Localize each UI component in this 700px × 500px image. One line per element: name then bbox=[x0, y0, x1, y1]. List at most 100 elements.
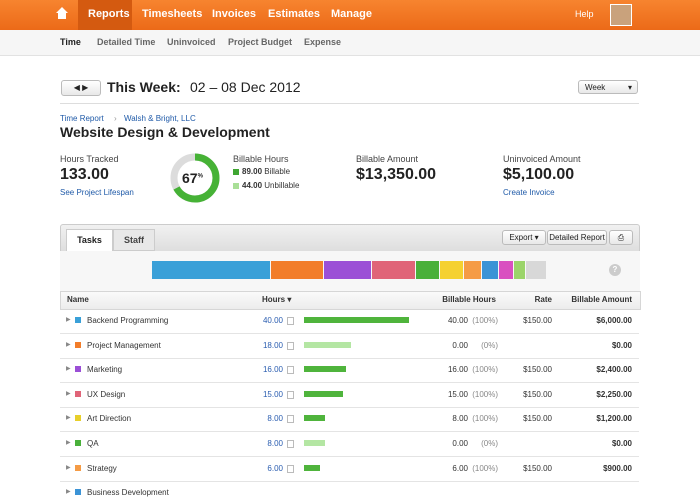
billable-amount: $0.00 bbox=[611, 439, 632, 448]
period-select[interactable]: Week ▾ bbox=[578, 80, 638, 94]
task-color bbox=[75, 317, 81, 323]
rate: $150.00 bbox=[523, 414, 552, 424]
detailed-report-button[interactable]: Detailed Report bbox=[547, 230, 607, 245]
donut-value: 67% bbox=[182, 170, 203, 186]
stat-value: $5,100.00 bbox=[503, 166, 575, 183]
stat-value: $13,350.00 bbox=[356, 166, 437, 183]
hours-icon bbox=[287, 341, 294, 350]
active-tab-bg bbox=[78, 0, 132, 30]
help-link[interactable]: Help bbox=[575, 9, 594, 19]
hours-bar bbox=[304, 415, 325, 422]
date-range: 02 – 08 Dec 2012 bbox=[190, 79, 301, 95]
task-name[interactable]: Backend Programming bbox=[87, 316, 169, 325]
task-color bbox=[75, 366, 81, 373]
col-header[interactable]: Billable Hours bbox=[442, 295, 496, 304]
project-title: Website Design & Development bbox=[60, 124, 270, 140]
stat-value: 133.00 bbox=[60, 166, 109, 183]
billable-hours: 0.00 bbox=[452, 340, 468, 350]
col-header[interactable]: Rate bbox=[534, 295, 552, 304]
breakdown-segment bbox=[324, 261, 371, 279]
task-name[interactable]: Business Development bbox=[87, 488, 169, 498]
expand-arrow[interactable]: ▶ bbox=[66, 440, 71, 446]
tab[interactable]: Staff bbox=[113, 229, 155, 251]
expand-arrow[interactable]: ▶ bbox=[66, 415, 71, 422]
task-name[interactable]: Strategy bbox=[87, 463, 117, 473]
expand-arrow[interactable]: ▶ bbox=[66, 366, 71, 373]
nav-item[interactable]: Invoices bbox=[212, 8, 257, 20]
col-header[interactable]: Name bbox=[67, 295, 89, 304]
hours[interactable]: 15.00 bbox=[262, 389, 283, 399]
export-button[interactable]: Export ▾ bbox=[502, 230, 546, 245]
expand-arrow[interactable]: ▶ bbox=[66, 341, 71, 348]
sub-nav-item[interactable]: Time bbox=[60, 37, 81, 47]
donut-arc bbox=[170, 153, 220, 203]
billable-amount: $2,400.00 bbox=[596, 365, 632, 375]
nav-item[interactable]: Estimates bbox=[268, 8, 320, 20]
hours[interactable]: 6.00 bbox=[267, 463, 283, 473]
billable-pct: (100%) bbox=[472, 389, 498, 399]
billable-amount: $900.00 bbox=[603, 463, 632, 473]
expand-arrow[interactable]: ▶ bbox=[66, 390, 71, 397]
sub-nav-item[interactable]: Expense bbox=[304, 37, 342, 47]
dropdown-arrow: ▾ bbox=[627, 83, 632, 92]
col-header[interactable]: Billable Amount bbox=[571, 295, 632, 304]
unbillable-hours: 44.00 bbox=[242, 181, 263, 190]
print-button[interactable]: ⎙ bbox=[609, 230, 633, 245]
billable-pct: (0%) bbox=[481, 340, 498, 350]
expand-arrow[interactable]: ▶ bbox=[66, 489, 71, 496]
expand-arrow[interactable]: ▶ bbox=[66, 464, 71, 471]
avatar[interactable] bbox=[610, 4, 632, 26]
billable-amount: $0.00 bbox=[611, 340, 632, 350]
breakdown-segment bbox=[463, 261, 481, 279]
breakdown-segment bbox=[481, 261, 499, 279]
prev-next-buttons[interactable]: ◀ ▶ bbox=[61, 80, 101, 96]
home-icon[interactable] bbox=[55, 6, 69, 20]
billable-hours: 89.00 bbox=[242, 167, 263, 176]
hours[interactable]: 18.00 bbox=[262, 340, 283, 350]
billable-pct: (100%) bbox=[472, 463, 498, 473]
hours-icon bbox=[287, 390, 294, 399]
col-header[interactable]: Hours ▾ bbox=[262, 295, 292, 304]
billable-hours: 8.00 bbox=[452, 414, 468, 424]
billable-pct: (100%) bbox=[472, 414, 498, 424]
row-divider bbox=[60, 382, 639, 384]
col-header-text: Hours bbox=[262, 295, 286, 304]
hours-icon bbox=[287, 464, 294, 473]
task-name[interactable]: UX Design bbox=[87, 389, 126, 399]
hours-bar bbox=[304, 464, 320, 471]
nav-item[interactable]: Manage bbox=[331, 8, 372, 20]
expand-arrow[interactable]: ▶ bbox=[66, 317, 71, 323]
divider bbox=[60, 103, 639, 104]
breadcrumb-link[interactable]: Time Report bbox=[60, 114, 104, 123]
table-header bbox=[60, 291, 641, 310]
billable-hours: 0.00 bbox=[452, 439, 468, 448]
hours[interactable]: 8.00 bbox=[267, 439, 283, 448]
hours-bar bbox=[304, 366, 346, 373]
billable-hours: 40.00 bbox=[447, 316, 468, 325]
task-name[interactable]: Project Management bbox=[87, 340, 161, 350]
nav-item[interactable]: Reports bbox=[88, 8, 130, 20]
hours-bar bbox=[304, 317, 409, 323]
tab-active[interactable]: Tasks bbox=[66, 229, 113, 252]
breadcrumb-link[interactable]: Walsh & Bright, LLC bbox=[124, 114, 196, 123]
lifespan-link[interactable]: See Project Lifespan bbox=[60, 188, 134, 197]
create-invoice-link[interactable]: Create Invoice bbox=[503, 188, 555, 197]
hours[interactable]: 40.00 bbox=[262, 316, 283, 325]
hours-icon bbox=[287, 415, 294, 424]
sub-nav-item[interactable]: Uninvoiced bbox=[167, 37, 216, 47]
task-name[interactable]: QA bbox=[87, 439, 99, 448]
help-icon[interactable]: ? bbox=[609, 264, 621, 276]
nav-item[interactable]: Timesheets bbox=[142, 8, 203, 20]
task-name[interactable]: Art Direction bbox=[87, 414, 132, 424]
sub-nav-item[interactable]: Project Budget bbox=[228, 37, 293, 47]
breakdown-segment bbox=[526, 261, 546, 279]
hours[interactable]: 16.00 bbox=[262, 365, 283, 375]
legend-swatch bbox=[233, 183, 239, 189]
task-name[interactable]: Marketing bbox=[87, 365, 123, 375]
home-glyph bbox=[56, 7, 68, 19]
billable-amount: $1,200.00 bbox=[596, 414, 632, 424]
sub-nav-item[interactable]: Detailed Time bbox=[97, 37, 156, 47]
billable-hours: 6.00 bbox=[452, 463, 468, 473]
row-divider bbox=[60, 456, 639, 457]
hours[interactable]: 8.00 bbox=[267, 414, 283, 424]
